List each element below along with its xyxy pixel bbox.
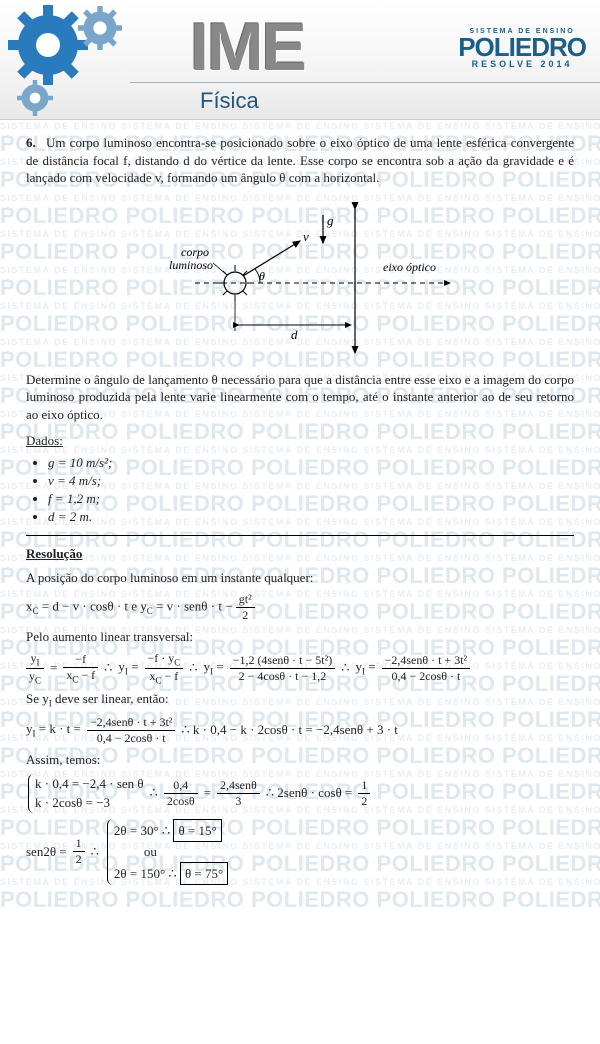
svg-text:luminoso: luminoso [169, 258, 213, 272]
data-item: f = 1,2 m; [48, 491, 574, 507]
question-text: 6. Um corpo luminoso encontra-se posicio… [26, 134, 574, 187]
brand-name: POLIEDRO [458, 35, 586, 59]
data-block: Dados: g = 10 m/s²; v = 4 m/s; f = 1,2 m… [26, 433, 574, 525]
exam-title: IME [190, 8, 305, 86]
solution-title: Resolução [26, 546, 574, 562]
equation: yI yC = −f xC − f ∴ yI = −f · yC xC − f … [26, 651, 574, 685]
physics-diagram: corpo luminoso eixo óptico g⃗ v⃗ θ d [135, 201, 465, 361]
answer-box: θ = 15° [173, 819, 221, 843]
data-title: Dados: [26, 433, 574, 449]
brand-year: RESOLVE 2014 [458, 59, 586, 69]
data-item: g = 10 m/s²; [48, 455, 574, 471]
data-item: v = 4 m/s; [48, 473, 574, 489]
svg-text:g⃗: g⃗ [327, 213, 344, 228]
content-area: 6. Um corpo luminoso encontra-se posicio… [0, 120, 600, 911]
solution-line: Assim, temos: [26, 752, 574, 768]
divider [130, 82, 600, 83]
question-number: 6. [26, 135, 36, 150]
equation: xC = d − v · cosθ · t e yC = v · senθ · … [26, 592, 574, 623]
solution-line: Pelo aumento linear transversal: [26, 629, 574, 645]
solution-line: Se yI deve ser linear, então: [26, 691, 574, 709]
gears-icon [0, 0, 140, 120]
equation: yI = k · t = −2,4senθ · t + 3t² 0,4 − 2c… [26, 715, 574, 746]
data-item: d = 2 m. [48, 509, 574, 525]
svg-text:v⃗: v⃗ [303, 229, 319, 244]
svg-text:θ: θ [259, 269, 265, 283]
solution-line: A posição do corpo luminoso em um instan… [26, 570, 574, 586]
svg-text:eixo óptico: eixo óptico [383, 260, 436, 274]
subject-label: Física [200, 88, 259, 114]
answer-box: θ = 75° [180, 862, 228, 886]
svg-text:d: d [291, 327, 298, 342]
question-subtext: Determine o ângulo de lançamento θ neces… [26, 371, 574, 424]
divider [26, 535, 574, 536]
question-body: Um corpo luminoso encontra-se posicionad… [26, 135, 574, 185]
fig-body-label: corpo [181, 245, 209, 259]
equation-final: sen2θ = 12 ∴ 2θ = 30° ∴ θ = 15° ou 2θ = … [26, 819, 574, 886]
equation-system: k · 0,4 = −2,4 · sen θ k · 2cosθ = −3 ∴ … [26, 774, 574, 813]
brand-block: SISTEMA DE ENSINO POLIEDRO RESOLVE 2014 [458, 28, 586, 69]
page-header: IME Física SISTEMA DE ENSINO POLIEDRO RE… [0, 0, 600, 120]
